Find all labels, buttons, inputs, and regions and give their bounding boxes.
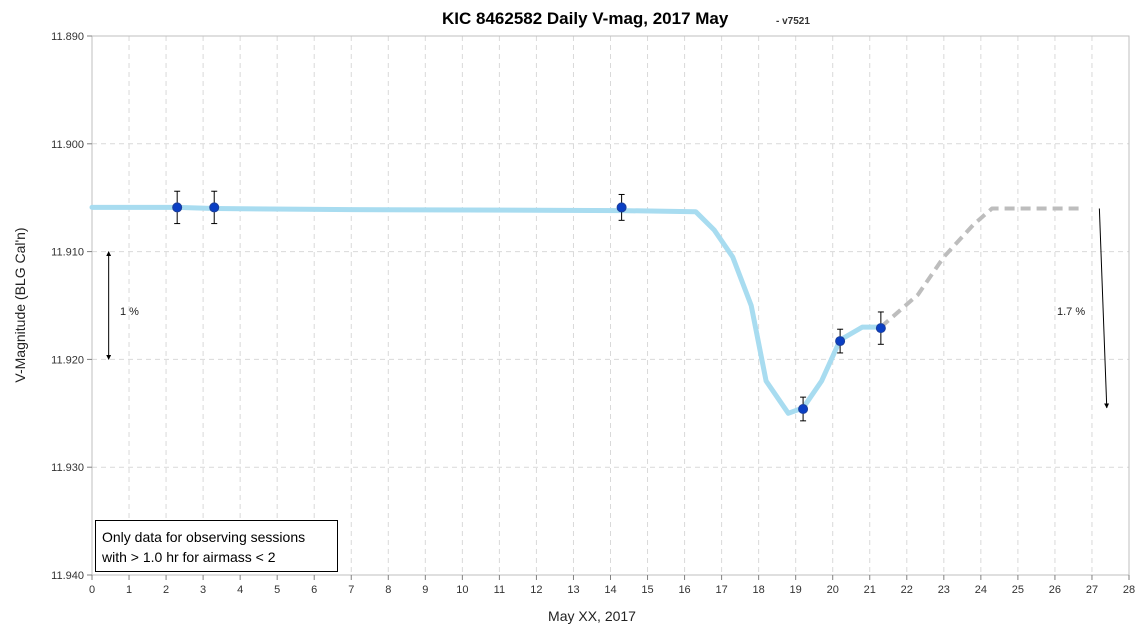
note-line-2: with > 1.0 hr for airmass < 2 <box>102 549 276 565</box>
x-tick-label-8: 8 <box>385 584 391 596</box>
chart-title: KIC 8462582 Daily V-mag, 2017 May <box>442 9 729 28</box>
x-tick-label-2: 2 <box>163 584 169 596</box>
data-point-1 <box>209 202 220 213</box>
x-tick-label-19: 19 <box>790 584 802 596</box>
annotation-arrow-1-7pct <box>1098 208 1110 409</box>
x-tick-label-6: 6 <box>311 584 317 596</box>
y-axis-label: V-Magnitude (BLG Cal'n) <box>12 227 28 382</box>
annotation-1-7pct: 1.7 % <box>1057 306 1085 318</box>
plot-area <box>91 35 1130 576</box>
grid <box>92 36 1129 575</box>
x-tick-label-27: 27 <box>1086 584 1098 596</box>
x-tick-label-13: 13 <box>567 584 579 596</box>
data-point-5 <box>875 323 886 334</box>
x-tick-label-28: 28 <box>1123 584 1135 596</box>
x-tick-label-22: 22 <box>901 584 913 596</box>
annotation-1pct: 1 % <box>120 306 139 318</box>
y-tick-label-3: 11.920 <box>51 354 84 366</box>
x-axis: 0 1 2 3 4 5 6 7 8 9 10 11 12 13 14 15 16 17 18 19 20 21 22 23 24… <box>89 575 1135 596</box>
x-tick-label-10: 10 <box>456 584 468 596</box>
data-point-0 <box>172 202 183 213</box>
x-tick-label-3: 3 <box>200 584 206 596</box>
x-tick-label-26: 26 <box>1049 584 1061 596</box>
series-group <box>89 204 1085 416</box>
y-tick-label-0: 11.890 <box>51 31 84 43</box>
x-tick-label-17: 17 <box>715 584 727 596</box>
y-axis: 11.890 11.900 11.910 11.920 11.930 11.940 <box>51 31 92 582</box>
x-tick-label-14: 14 <box>604 584 616 596</box>
y-tick-label-2: 11.910 <box>51 247 84 259</box>
data-point-4 <box>835 336 846 347</box>
x-tick-label-12: 12 <box>530 584 542 596</box>
data-point-2 <box>616 202 627 213</box>
x-tick-label-7: 7 <box>348 584 354 596</box>
note-line-1: Only data for observing sessions <box>102 529 306 545</box>
y-tick-label-1: 11.900 <box>51 139 84 151</box>
x-tick-label-15: 15 <box>641 584 653 596</box>
x-tick-label-20: 20 <box>827 584 839 596</box>
x-tick-label-16: 16 <box>678 584 690 596</box>
note-box: Only data for observing sessions with > … <box>95 520 338 572</box>
x-tick-label-0: 0 <box>89 584 95 596</box>
points-group <box>172 190 886 422</box>
data-point-3 <box>798 403 809 414</box>
x-tick-label-24: 24 <box>975 584 987 596</box>
annotations: 1 % 1.7 % <box>106 208 1110 409</box>
x-tick-label-9: 9 <box>422 584 428 596</box>
series-line-1 <box>879 206 1085 329</box>
x-tick-label-25: 25 <box>1012 584 1024 596</box>
x-axis-label: May XX, 2017 <box>548 608 636 624</box>
x-tick-label-1: 1 <box>126 584 132 596</box>
x-tick-label-18: 18 <box>753 584 765 596</box>
x-tick-label-21: 21 <box>864 584 876 596</box>
x-tick-label-5: 5 <box>274 584 280 596</box>
x-tick-label-11: 11 <box>494 584 505 596</box>
series-line-0 <box>89 204 884 416</box>
chart-subtitle: - v7521 <box>776 16 810 27</box>
y-tick-label-4: 11.930 <box>51 462 84 474</box>
x-tick-label-4: 4 <box>237 584 243 596</box>
y-tick-label-5: 11.940 <box>51 570 84 582</box>
x-tick-label-23: 23 <box>938 584 950 596</box>
